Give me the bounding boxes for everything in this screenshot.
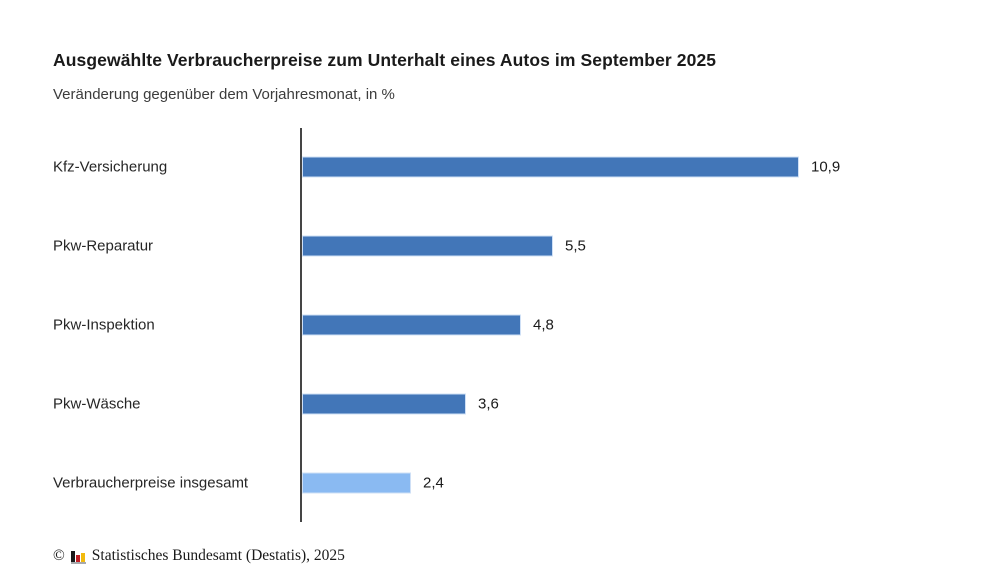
bar bbox=[302, 314, 521, 336]
source-text: Statistisches Bundesamt (Destatis), 2025 bbox=[91, 547, 345, 564]
category-label: Pkw-Inspektion bbox=[53, 316, 155, 334]
logo-bar-black bbox=[70, 551, 75, 562]
category-label: Pkw-Reparatur bbox=[53, 237, 154, 255]
chart-row: Pkw-Reparatur 5,5 bbox=[0, 207, 1000, 286]
chart-row: Pkw-Wäsche 3,6 bbox=[0, 364, 1000, 443]
logo-bar-gold bbox=[80, 553, 85, 562]
bar bbox=[302, 156, 799, 178]
chart-row: Pkw-Inspektion 4,8 bbox=[0, 286, 1000, 365]
category-label: Verbraucherpreise insgesamt bbox=[53, 474, 249, 492]
chart-subtitle: Veränderung gegenüber dem Vorjahresmonat… bbox=[53, 86, 395, 103]
copyright-symbol: © bbox=[53, 547, 65, 564]
bar bbox=[302, 393, 466, 415]
y-axis-line bbox=[300, 128, 302, 522]
value-label: 4,8 bbox=[533, 316, 554, 334]
source-footer: © Statistisches Bundesamt (Destatis), 20… bbox=[53, 547, 345, 565]
bar bbox=[302, 235, 553, 257]
value-label: 2,4 bbox=[423, 474, 444, 492]
bar-chart: Kfz-Versicherung 10,9 Pkw-Reparatur 5,5 Pkw-… bbox=[0, 128, 1000, 522]
chart-rows: Kfz-Versicherung 10,9 Pkw-Reparatur 5,5 Pkw-… bbox=[0, 128, 1000, 522]
bar bbox=[302, 472, 411, 494]
destatis-mini-bar-chart-icon bbox=[70, 548, 86, 564]
logo-baseline bbox=[70, 562, 86, 564]
chart-row: Kfz-Versicherung 10,9 bbox=[0, 128, 1000, 207]
value-label: 10,9 bbox=[811, 158, 841, 176]
category-label: Pkw-Wäsche bbox=[53, 395, 141, 413]
value-label: 3,6 bbox=[478, 395, 499, 413]
chart-title: Ausgewählte Verbraucherpreise zum Unterh… bbox=[53, 50, 717, 70]
logo-bar-red bbox=[75, 555, 80, 562]
category-label: Kfz-Versicherung bbox=[53, 158, 168, 176]
value-label: 5,5 bbox=[565, 237, 586, 255]
chart-row: Verbraucherpreise insgesamt 2,4 bbox=[0, 443, 1000, 522]
